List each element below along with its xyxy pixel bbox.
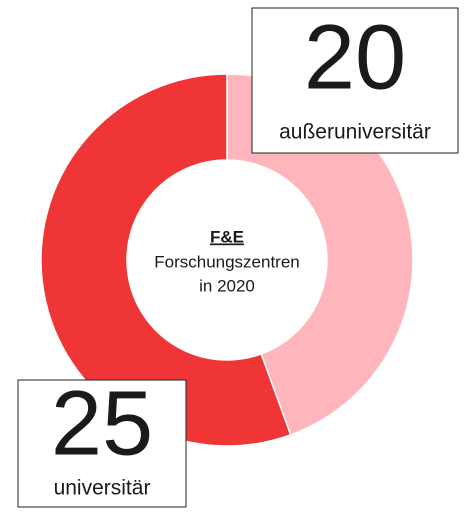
center-subtitle: Forschungszentren — [154, 252, 300, 271]
label-box — [251, 7, 459, 154]
value-label: 25 — [51, 372, 153, 474]
category-label: außeruniversitär — [279, 121, 431, 144]
center-subtitle: in 2020 — [199, 276, 255, 295]
label-box — [17, 379, 187, 508]
category-label: universitär — [54, 477, 151, 500]
value-label: 20 — [304, 6, 406, 108]
center-title: F&E — [210, 227, 244, 246]
